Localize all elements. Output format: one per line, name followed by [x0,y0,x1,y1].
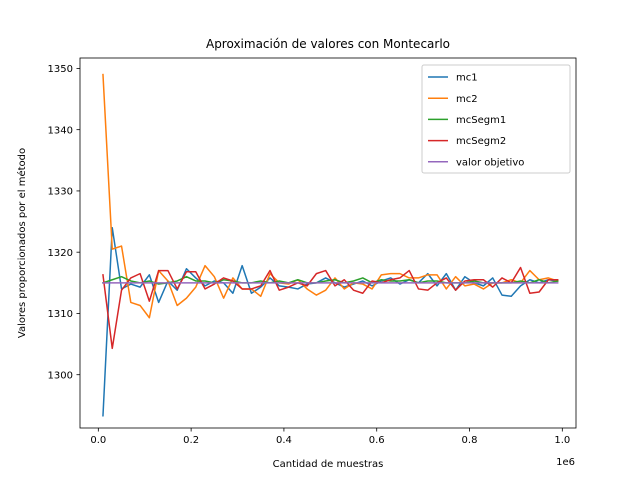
y-tick-label: 1340 [48,125,73,136]
legend-label: mcSegm2 [456,136,506,147]
x-axis: 0.0 0.2 0.4 0.6 0.8 1.0 [90,428,570,446]
legend: mc1 mc2 mcSegm1 mcSegm2 valor objetivo [421,64,571,174]
y-tick-label: 1310 [48,309,73,320]
x-axis-title: Cantidad de muestras [273,459,384,470]
y-tick-label: 1300 [48,370,73,381]
series-lines [102,73,559,417]
y-tick-label: 1350 [48,64,73,75]
chart-title: Aproximación de valores con Montecarlo [206,37,450,51]
plot-frame [79,57,577,429]
x-axis-offset-label: 1e6 [556,457,575,468]
series-line-mc2 [102,73,559,319]
x-tick-label: 0.4 [276,435,292,446]
x-tick-label: 0.0 [90,435,106,446]
y-tick-label: 1330 [48,187,73,198]
x-tick-label: 0.2 [183,435,199,446]
legend-label: valor objetivo [456,157,524,168]
x-tick-label: 1.0 [554,435,570,446]
series-line-mcsegm2 [102,266,559,350]
y-tick-label: 1320 [48,248,73,259]
y-axis-title: Valores proporcionados por el método [16,148,28,338]
x-tick-label: 0.8 [462,435,478,446]
legend-box [421,64,571,174]
legend-label: mc1 [456,73,478,84]
y-axis: 1300 1310 1320 1330 1340 1350 [48,64,80,381]
legend-label: mc2 [456,94,478,105]
legend-label: mcSegm1 [456,115,506,126]
x-tick-label: 0.6 [369,435,385,446]
